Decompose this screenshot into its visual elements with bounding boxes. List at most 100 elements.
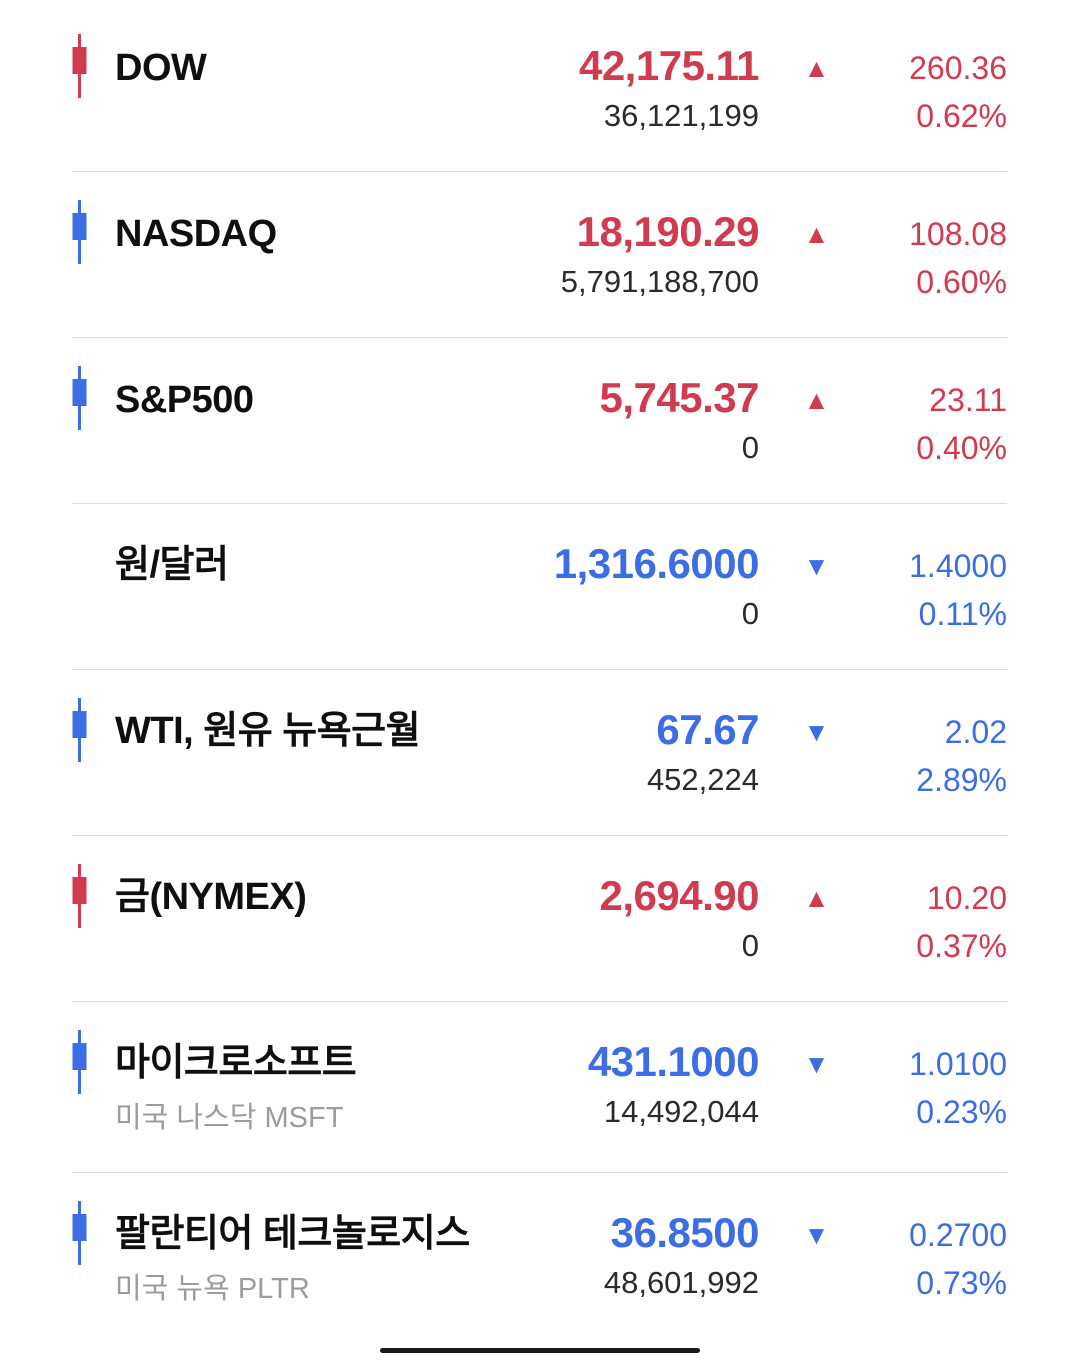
candle-cell bbox=[72, 1028, 115, 1136]
quote-subtitle: 미국 나스닥 MSFT bbox=[115, 1102, 344, 1134]
price-cell: 2,694.90 0 bbox=[489, 862, 760, 965]
quote-name: S&P500 bbox=[115, 379, 254, 421]
candle-cell bbox=[72, 696, 115, 799]
quote-volume: 0 bbox=[741, 596, 759, 631]
candlestick-icon bbox=[72, 864, 87, 928]
quote-row[interactable]: 팔란티어 테크놀로지스 미국 뉴욕 PLTR 36.8500 48,601,99… bbox=[72, 1172, 1007, 1343]
quote-name: WTI, 원유 뉴욕근월 bbox=[115, 710, 421, 752]
quote-change-percent: 2.89% bbox=[916, 762, 1007, 798]
name-cell: DOW bbox=[115, 32, 489, 135]
up-arrow-icon: ▲ bbox=[803, 53, 830, 83]
price-cell: 1,316.6000 0 bbox=[489, 530, 760, 633]
quote-change-percent: 0.40% bbox=[916, 430, 1007, 466]
change-cell: 260.36 0.62% bbox=[874, 32, 1007, 135]
name-cell: WTI, 원유 뉴욕근월 bbox=[115, 696, 489, 799]
arrow-cell: ▲ bbox=[759, 32, 874, 135]
change-cell: 23.11 0.40% bbox=[874, 364, 1007, 467]
quote-volume: 14,492,044 bbox=[603, 1094, 759, 1129]
candle-cell bbox=[72, 364, 115, 467]
up-arrow-icon: ▲ bbox=[803, 219, 830, 249]
down-arrow-icon: ▼ bbox=[803, 1220, 830, 1250]
price-cell: 431.1000 14,492,044 bbox=[489, 1028, 760, 1136]
change-cell: 0.2700 0.73% bbox=[874, 1199, 1007, 1307]
quote-change-percent: 0.60% bbox=[916, 264, 1007, 300]
arrow-cell: ▲ bbox=[759, 862, 874, 965]
candlestick-icon bbox=[72, 1030, 87, 1094]
quote-volume: 452,224 bbox=[646, 762, 759, 797]
quote-volume: 5,791,188,700 bbox=[560, 264, 759, 299]
quote-change: 260.36 bbox=[909, 50, 1007, 86]
quote-volume: 0 bbox=[741, 928, 759, 963]
name-cell: S&P500 bbox=[115, 364, 489, 467]
quote-change: 1.4000 bbox=[909, 548, 1007, 584]
quote-change: 23.11 bbox=[929, 382, 1007, 418]
arrow-cell: ▲ bbox=[759, 198, 874, 301]
quote-change-percent: 0.11% bbox=[918, 596, 1007, 632]
quote-row[interactable]: 마이크로소프트 미국 나스닥 MSFT 431.1000 14,492,044 … bbox=[72, 1001, 1007, 1172]
quote-subtitle: 미국 뉴욕 PLTR bbox=[115, 1273, 310, 1305]
price-cell: 5,745.37 0 bbox=[489, 364, 760, 467]
candle-cell bbox=[72, 862, 115, 965]
quote-volume: 0 bbox=[741, 430, 759, 465]
quote-row[interactable]: DOW 42,175.11 36,121,199 ▲ 260.36 0.62% bbox=[72, 6, 1007, 171]
quote-volume: 36,121,199 bbox=[603, 98, 759, 133]
change-cell: 1.4000 0.11% bbox=[874, 530, 1007, 633]
quote-price: 5,745.37 bbox=[599, 374, 760, 421]
quote-change-percent: 0.23% bbox=[916, 1094, 1007, 1130]
down-arrow-icon: ▼ bbox=[803, 1049, 830, 1079]
change-cell: 10.20 0.37% bbox=[874, 862, 1007, 965]
quote-price: 67.67 bbox=[656, 706, 759, 753]
quote-name: 마이크로소프트 bbox=[115, 1042, 357, 1084]
up-arrow-icon: ▲ bbox=[803, 883, 830, 913]
quote-change: 0.2700 bbox=[909, 1217, 1007, 1253]
candle-cell bbox=[72, 32, 115, 135]
arrow-cell: ▲ bbox=[759, 364, 874, 467]
price-cell: 42,175.11 36,121,199 bbox=[489, 32, 760, 135]
home-indicator[interactable] bbox=[379, 1348, 700, 1353]
quote-price: 36.8500 bbox=[610, 1209, 760, 1256]
quote-change-percent: 0.37% bbox=[916, 928, 1007, 964]
quote-price: 42,175.11 bbox=[578, 42, 760, 89]
up-arrow-icon: ▲ bbox=[803, 385, 830, 415]
candle-cell bbox=[72, 198, 115, 301]
arrow-cell: ▼ bbox=[759, 1028, 874, 1136]
quote-list: DOW 42,175.11 36,121,199 ▲ 260.36 0.62% … bbox=[72, 6, 1007, 1343]
price-cell: 18,190.29 5,791,188,700 bbox=[489, 198, 760, 301]
quote-change-percent: 0.73% bbox=[916, 1265, 1007, 1301]
candlestick-icon bbox=[72, 698, 87, 762]
quote-name: 원/달러 bbox=[115, 544, 229, 586]
arrow-cell: ▼ bbox=[759, 696, 874, 799]
name-cell: NASDAQ bbox=[115, 198, 489, 301]
quote-price: 18,190.29 bbox=[576, 208, 760, 255]
quote-row[interactable]: WTI, 원유 뉴욕근월 67.67 452,224 ▼ 2.02 2.89% bbox=[72, 669, 1007, 835]
quote-change: 10.20 bbox=[926, 880, 1007, 916]
quote-name: NASDAQ bbox=[115, 213, 277, 255]
candle-cell bbox=[72, 1199, 115, 1307]
quote-change: 1.0100 bbox=[909, 1046, 1007, 1082]
change-cell: 1.0100 0.23% bbox=[874, 1028, 1007, 1136]
down-arrow-icon: ▼ bbox=[803, 717, 830, 747]
quote-price: 2,694.90 bbox=[599, 872, 760, 919]
name-cell: 마이크로소프트 미국 나스닥 MSFT bbox=[115, 1028, 489, 1136]
change-cell: 2.02 2.89% bbox=[874, 696, 1007, 799]
candlestick-icon bbox=[72, 34, 87, 98]
quote-change: 2.02 bbox=[944, 714, 1007, 750]
quote-row[interactable]: NASDAQ 18,190.29 5,791,188,700 ▲ 108.08 … bbox=[72, 171, 1007, 337]
quote-row[interactable]: 금(NYMEX) 2,694.90 0 ▲ 10.20 0.37% bbox=[72, 835, 1007, 1001]
quote-row[interactable]: 원/달러 1,316.6000 0 ▼ 1.4000 0.11% bbox=[72, 503, 1007, 669]
quote-change-percent: 0.62% bbox=[916, 98, 1007, 134]
change-cell: 108.08 0.60% bbox=[874, 198, 1007, 301]
down-arrow-icon: ▼ bbox=[803, 551, 830, 581]
name-cell: 팔란티어 테크놀로지스 미국 뉴욕 PLTR bbox=[115, 1199, 489, 1307]
price-cell: 36.8500 48,601,992 bbox=[489, 1199, 760, 1307]
candle-cell bbox=[72, 530, 115, 633]
quote-row[interactable]: S&P500 5,745.37 0 ▲ 23.11 0.40% bbox=[72, 337, 1007, 503]
quote-volume: 48,601,992 bbox=[603, 1265, 759, 1300]
quote-price: 1,316.6000 bbox=[553, 540, 760, 587]
name-cell: 원/달러 bbox=[115, 530, 489, 633]
candlestick-icon bbox=[72, 366, 87, 430]
price-cell: 67.67 452,224 bbox=[489, 696, 760, 799]
quote-change: 108.08 bbox=[909, 216, 1007, 252]
quote-name: 금(NYMEX) bbox=[115, 876, 307, 918]
